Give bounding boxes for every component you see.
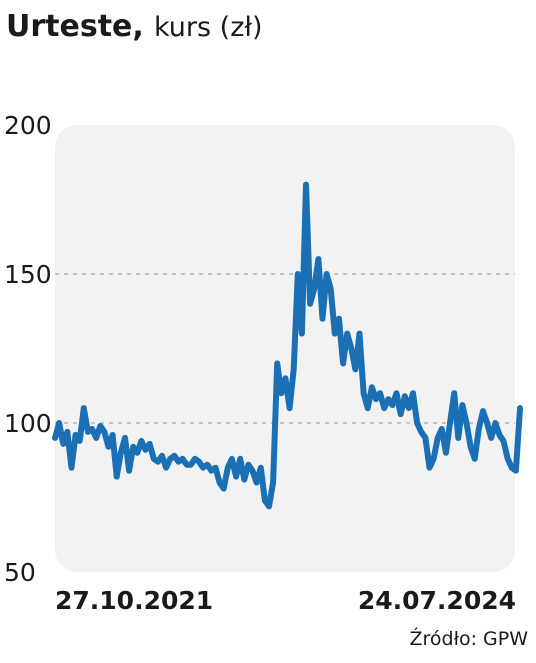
x-tick-label: 24.07.2024 <box>358 586 516 615</box>
plot-area <box>55 125 515 572</box>
chart-title: Urteste, <box>6 9 144 44</box>
y-tick-label: 50 <box>4 558 36 587</box>
source: Źródło: GPW <box>409 627 528 650</box>
y-tick-label: 100 <box>4 409 52 438</box>
x-tick-label: 27.10.2021 <box>55 586 213 615</box>
y-tick-label: 150 <box>4 260 52 289</box>
y-tick-label: 200 <box>4 111 52 140</box>
chart-subtitle: kurs (zł) <box>154 12 263 43</box>
price-line <box>52 181 523 510</box>
